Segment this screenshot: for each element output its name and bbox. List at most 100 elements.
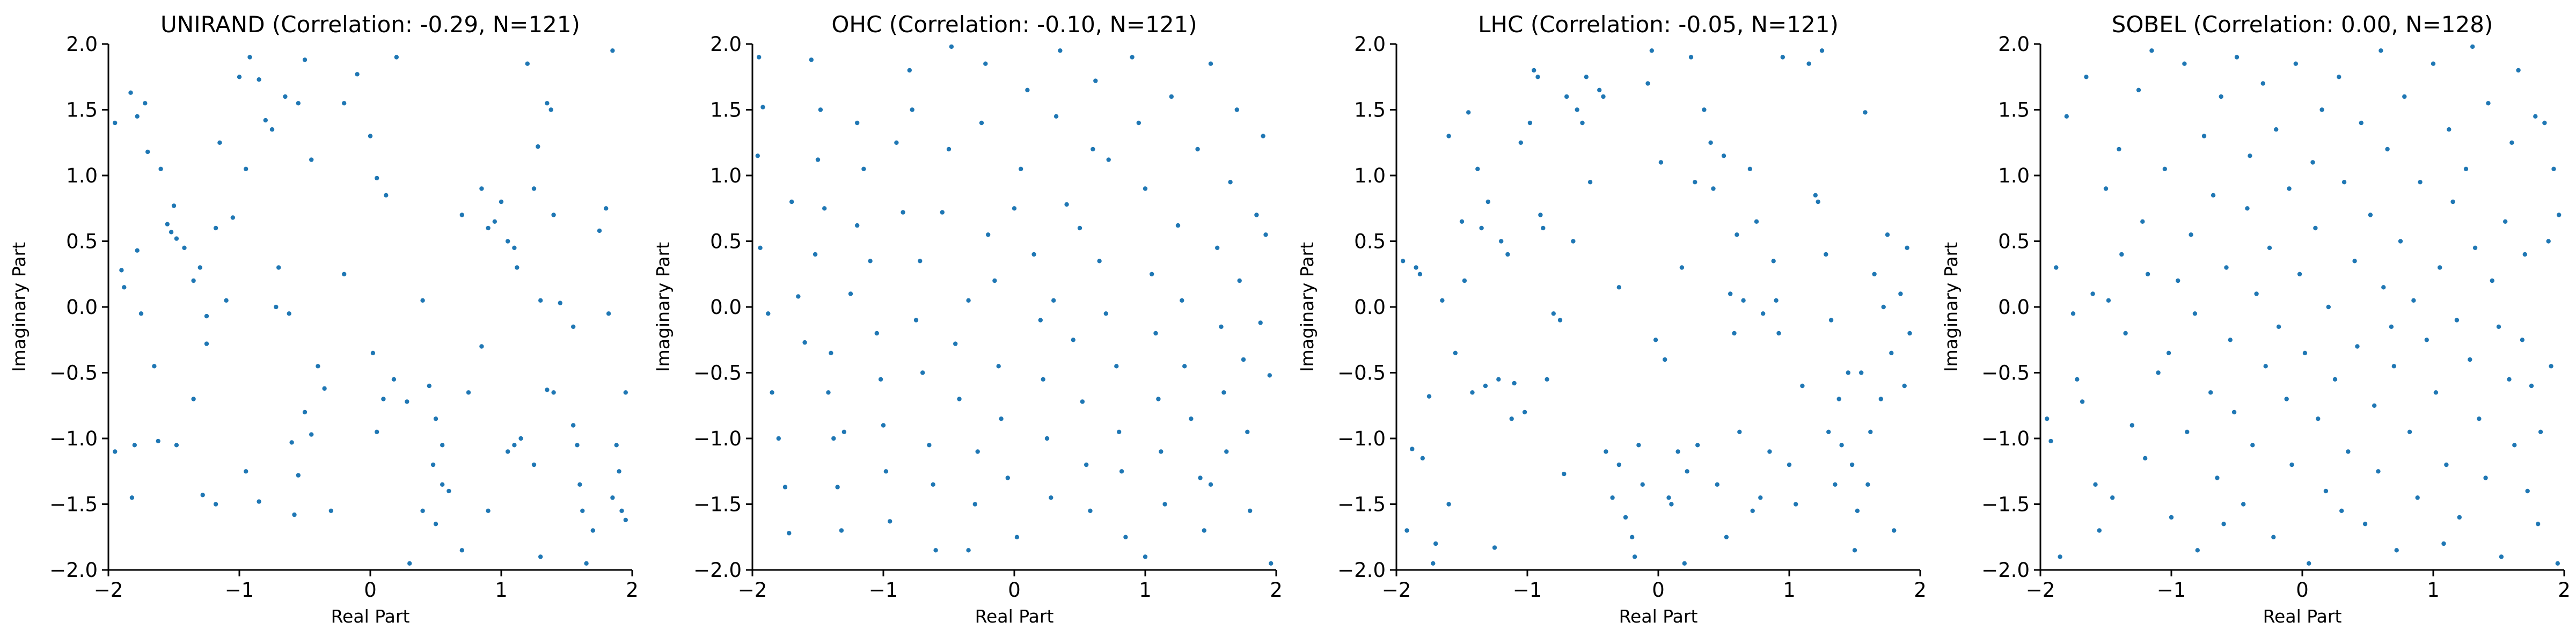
y-tick-label: 0.0 bbox=[1354, 296, 1386, 319]
y-tick-label: 1.5 bbox=[1354, 99, 1386, 122]
y-tick-label: 2.0 bbox=[1998, 33, 2030, 56]
scatter-point bbox=[2447, 127, 2451, 132]
scatter-point bbox=[1898, 291, 1903, 296]
scatter-point bbox=[1175, 223, 1181, 228]
scatter-point bbox=[113, 120, 118, 126]
scatter-point bbox=[1420, 456, 1425, 460]
scatter-point bbox=[1663, 357, 1667, 362]
scatter-point bbox=[2389, 324, 2394, 329]
y-axis-label-unirand: Imaginary Part bbox=[9, 242, 30, 372]
scatter-point bbox=[1587, 180, 1593, 185]
scatter-point bbox=[257, 499, 261, 504]
scatter-point bbox=[486, 225, 491, 231]
x-tick-label: 2 bbox=[626, 579, 639, 602]
scatter-point bbox=[2228, 338, 2233, 342]
scatter-panel-unirand: UNIRAND (Correlation: -0.29, N=121) Real… bbox=[9, 11, 639, 627]
scatter-point bbox=[2323, 488, 2329, 494]
scatter-point bbox=[1604, 449, 1608, 454]
scatter-point bbox=[1776, 331, 1781, 336]
scatter-point bbox=[174, 443, 179, 448]
scatter-point bbox=[1695, 443, 1700, 448]
scatter-point bbox=[1058, 48, 1063, 53]
scatter-point bbox=[171, 203, 177, 208]
scatter-point bbox=[204, 313, 209, 319]
scatter-point bbox=[1527, 120, 1533, 126]
scatter-point bbox=[1258, 320, 1263, 325]
scatter-point bbox=[1492, 545, 1497, 550]
scatter-point bbox=[1195, 147, 1200, 152]
scatter-point bbox=[597, 228, 602, 233]
scatter-point bbox=[2538, 429, 2543, 434]
scatter-point bbox=[1440, 298, 1445, 303]
scatter-point bbox=[2201, 134, 2207, 138]
scatter-point bbox=[430, 462, 436, 467]
scatter-point bbox=[2169, 515, 2174, 520]
scatter-point bbox=[2090, 291, 2095, 296]
scatter-point bbox=[1865, 482, 1870, 487]
scatter-point bbox=[1426, 394, 1432, 399]
y-tick-label: 0.5 bbox=[1354, 230, 1386, 253]
scatter-point bbox=[2129, 423, 2134, 428]
scatter-point bbox=[1551, 311, 1556, 316]
scatter-point bbox=[1051, 298, 1056, 303]
scatter-point bbox=[1806, 61, 1811, 66]
scatter-point bbox=[755, 153, 760, 158]
scatter-point bbox=[420, 298, 425, 303]
scatter-point bbox=[292, 512, 297, 517]
scatter-point bbox=[2372, 403, 2377, 408]
scatter-point bbox=[809, 57, 814, 62]
scatter-point bbox=[1649, 48, 1654, 53]
scatter-point bbox=[831, 436, 836, 441]
scatter-point bbox=[1180, 298, 1184, 303]
scatter-point bbox=[394, 55, 399, 60]
scatter-point bbox=[623, 390, 628, 395]
scatter-point bbox=[145, 149, 150, 155]
scatter-point bbox=[835, 485, 840, 489]
scatter-point bbox=[2156, 370, 2161, 375]
y-tick-label: −2.0 bbox=[693, 559, 742, 582]
scatter-point bbox=[2293, 61, 2298, 66]
scatter-point bbox=[316, 364, 320, 369]
scatter-point bbox=[1189, 416, 1194, 421]
scatter-point bbox=[802, 340, 807, 345]
scatter-point bbox=[2362, 522, 2368, 526]
scatter-point bbox=[2287, 186, 2292, 191]
scatter-point bbox=[1123, 535, 1128, 539]
y-tick-label: 1.5 bbox=[1998, 99, 2030, 122]
scatter-point bbox=[200, 493, 205, 497]
scatter-point bbox=[1564, 94, 1569, 99]
x-tick-label: 0 bbox=[1008, 579, 1021, 602]
scatter-point bbox=[1758, 495, 1763, 500]
scatter-point bbox=[197, 265, 202, 270]
scatter-point bbox=[1041, 377, 1045, 382]
scatter-point bbox=[1859, 370, 1864, 375]
scatter-point bbox=[2162, 166, 2167, 171]
scatter-point bbox=[1708, 140, 1713, 145]
scatter-point bbox=[128, 90, 133, 95]
scatter-point bbox=[782, 485, 788, 489]
scatter-panel-lhc: LHC (Correlation: -0.05, N=121) Real Par… bbox=[1297, 11, 1927, 627]
scatter-point bbox=[2424, 338, 2429, 342]
scatter-point bbox=[918, 259, 923, 264]
scatter-point bbox=[433, 416, 438, 421]
scatter-point bbox=[2123, 331, 2128, 336]
scatter-point bbox=[2398, 239, 2403, 244]
scatter-point bbox=[2245, 206, 2250, 211]
scatter-point bbox=[1819, 48, 1825, 53]
scatter-point bbox=[158, 166, 163, 171]
y-tick-label: 1.5 bbox=[66, 99, 98, 122]
scatter-point bbox=[2444, 462, 2449, 467]
scatter-point bbox=[1084, 462, 1089, 467]
scatter-point bbox=[623, 517, 628, 523]
scatter-point bbox=[2438, 265, 2442, 270]
scatter-point bbox=[758, 245, 763, 250]
scatter-point bbox=[2234, 55, 2240, 60]
scatter-point bbox=[1114, 364, 1119, 369]
scatter-point bbox=[2215, 475, 2220, 480]
x-tick-label: 1 bbox=[2427, 579, 2440, 602]
scatter-point bbox=[2103, 186, 2109, 191]
scatter-point bbox=[2263, 364, 2268, 369]
scatter-point bbox=[1119, 469, 1124, 474]
scatter-point bbox=[796, 294, 801, 299]
